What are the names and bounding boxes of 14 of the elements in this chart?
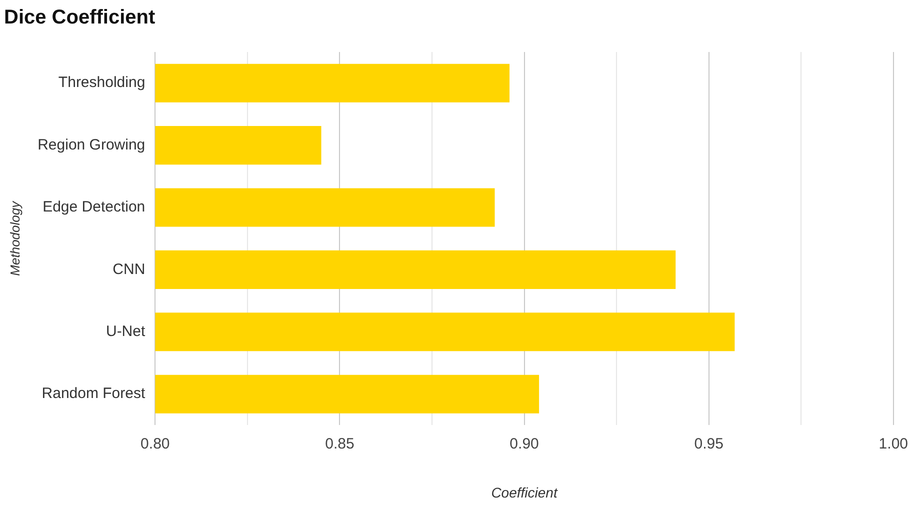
- chart-title: Dice Coefficient: [4, 6, 156, 29]
- y-tick-label: U-Net: [106, 323, 146, 340]
- y-tick-label: Thresholding: [58, 74, 146, 92]
- y-tick-label: Region Growing: [38, 136, 146, 154]
- x-tick-label: 0.80: [140, 435, 170, 452]
- y-tick-label: CNN: [112, 260, 146, 278]
- x-tick-label: 1.00: [878, 435, 908, 452]
- y-tick-label: Random Forest: [42, 385, 146, 402]
- x-tick-label: 0.90: [510, 435, 539, 452]
- y-axis-title: Methodology: [7, 200, 22, 276]
- x-tick-label: 0.85: [325, 435, 354, 452]
- x-axis-title: Coefficient: [491, 484, 558, 500]
- x-tick-label: 0.95: [694, 435, 724, 452]
- y-tick-label: Edge Detection: [42, 198, 146, 216]
